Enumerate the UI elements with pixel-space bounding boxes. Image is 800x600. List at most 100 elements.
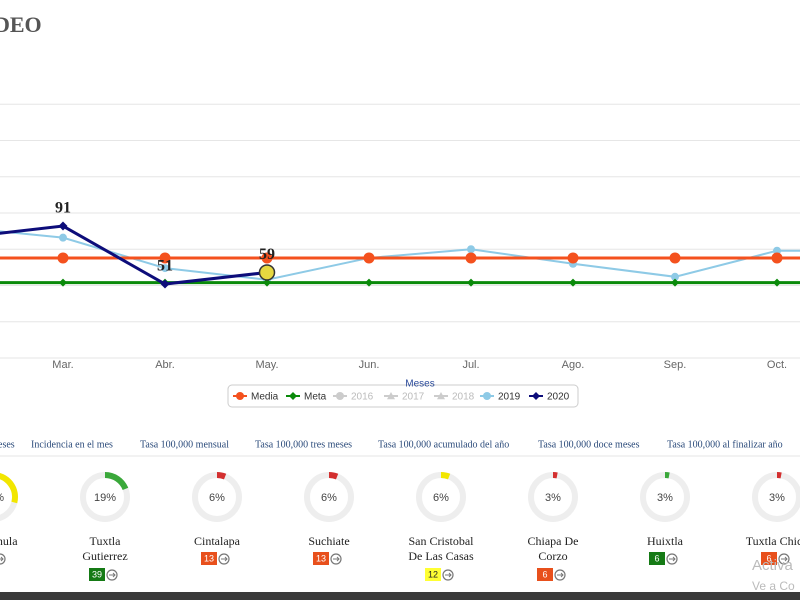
- point: [58, 221, 68, 231]
- gauge-label: 3%: [769, 492, 785, 504]
- point: [671, 278, 679, 287]
- point: [57, 252, 69, 264]
- badge: [425, 568, 441, 581]
- x-tick-label: Ago.: [562, 359, 585, 371]
- place-name: Tuxtla Chico: [746, 534, 800, 548]
- point: [567, 252, 579, 264]
- legend-marker: [532, 392, 540, 400]
- x-tick-label: Jun.: [359, 359, 380, 371]
- place-name: Tuxtla: [90, 534, 122, 548]
- badge-arrow-icon: [669, 556, 676, 562]
- tab: Incidencia en el mes: [31, 439, 113, 450]
- tab: eses: [0, 439, 15, 450]
- watermark: Ve a Co: [752, 579, 795, 593]
- point: [160, 279, 170, 289]
- badge: [89, 568, 105, 581]
- point: [59, 278, 67, 287]
- badge: [649, 552, 665, 565]
- tab: Tasa 100,000 doce meses: [538, 439, 640, 450]
- point: [771, 252, 783, 264]
- badge-value: 12: [428, 569, 438, 579]
- tab: Tasa 100,000 tres meses: [255, 439, 352, 450]
- badge-arrow-icon: [557, 572, 564, 578]
- place-name: Gutierrez: [82, 549, 127, 563]
- gauge-label: 6%: [433, 492, 449, 504]
- data-label: 51: [157, 258, 173, 275]
- point: [465, 252, 477, 264]
- gauge-label: 19%: [94, 492, 116, 504]
- place-name: Huixtla: [647, 534, 684, 548]
- badge-arrow-icon: [781, 556, 788, 562]
- point: [159, 252, 171, 264]
- point: [161, 264, 169, 273]
- x-tick-label: Oct.: [767, 359, 787, 371]
- taskbar: [0, 592, 800, 600]
- legend-marker: [236, 392, 244, 400]
- point: [363, 252, 375, 264]
- tab: Tasa 100,000 mensual: [140, 439, 229, 450]
- point: [669, 252, 681, 264]
- place-name: Suchiate: [308, 534, 349, 548]
- badge-arrow-icon: [445, 572, 452, 578]
- badge-arrow-icon: [0, 556, 4, 562]
- badge-value: 6: [542, 569, 547, 579]
- tab: Tasa 100,000 al finalizar año: [667, 439, 783, 450]
- badge: [313, 552, 329, 565]
- x-tick-label: Jul.: [462, 359, 479, 371]
- badge-value: 13: [316, 553, 326, 563]
- legend-label: Media: [251, 392, 279, 403]
- point: [365, 278, 373, 287]
- point-highlight: [258, 264, 276, 281]
- point: [467, 245, 475, 254]
- data-label: 91: [55, 200, 71, 217]
- tab: Tasa 100,000 acumulado del año: [378, 439, 509, 450]
- gauge-arc: [216, 472, 227, 480]
- page-title: DEO: [0, 12, 42, 37]
- point: [467, 278, 475, 287]
- x-tick-label: Mar.: [52, 359, 73, 371]
- gauge-label: 29%: [0, 492, 4, 504]
- gauge-label: 3%: [545, 492, 561, 504]
- gauge-label: 6%: [321, 492, 337, 504]
- data-label: 59: [259, 246, 275, 263]
- badge: [537, 568, 553, 581]
- place-name: Tapachula: [0, 534, 18, 548]
- point: [59, 233, 67, 242]
- legend-label: 2016: [351, 392, 374, 403]
- badge-value: 39: [92, 569, 102, 579]
- gauge-label: 6%: [209, 492, 225, 504]
- legend-label: 2017: [402, 392, 425, 403]
- badge-value: 6: [766, 553, 771, 563]
- legend-marker: [437, 392, 445, 400]
- gauge-arc: [104, 472, 129, 491]
- x-axis-label: Meses: [405, 379, 434, 390]
- place-name: Cintalapa: [194, 534, 241, 548]
- point: [773, 246, 781, 255]
- point: [263, 278, 271, 287]
- x-tick-label: Sep.: [664, 359, 687, 371]
- legend-label: 2018: [452, 392, 475, 403]
- watermark: Activa: [752, 557, 794, 574]
- point: [261, 252, 273, 264]
- point: [671, 272, 679, 281]
- series-line: [0, 230, 800, 281]
- legend-label: 2019: [498, 392, 521, 403]
- badge-arrow-icon: [221, 556, 228, 562]
- legend-marker: [483, 392, 491, 400]
- legend-label: Meta: [304, 392, 327, 403]
- badge-arrow-icon: [109, 572, 116, 578]
- point: [773, 278, 781, 287]
- place-name: San Cristobal: [409, 534, 475, 548]
- x-tick-label: Abr.: [155, 359, 175, 371]
- place-name: Chiapa De: [528, 534, 579, 548]
- gauge-label: 3%: [657, 492, 673, 504]
- legend-marker: [336, 392, 344, 400]
- gauge-arc: [328, 472, 339, 480]
- legend-box: [227, 384, 579, 408]
- legend-label: 2020: [547, 392, 570, 403]
- point: [569, 278, 577, 287]
- badge-arrow-icon: [333, 556, 340, 562]
- x-tick-label: May.: [255, 359, 278, 371]
- legend-marker: [289, 392, 297, 400]
